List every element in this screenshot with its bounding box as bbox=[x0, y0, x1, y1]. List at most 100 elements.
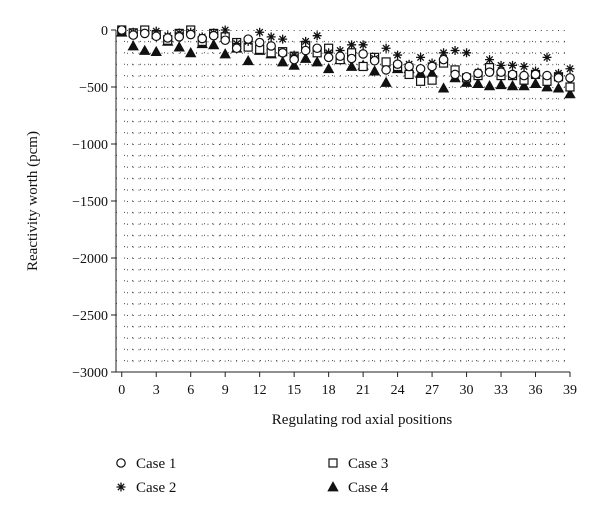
data-point-asterisk bbox=[496, 60, 506, 70]
x-axis-ticks: 0 3 6 9 12 15 18 21 24 27 30 33 36 39 bbox=[118, 372, 577, 398]
data-point-triangle bbox=[564, 88, 576, 99]
data-point-asterisk bbox=[439, 48, 449, 58]
x-tick-label: 36 bbox=[529, 383, 543, 398]
data-point-circle bbox=[565, 73, 575, 83]
data-point-asterisk bbox=[519, 61, 529, 71]
x-tick-label: 27 bbox=[425, 383, 439, 398]
data-point-circle bbox=[404, 61, 414, 72]
legend-marker-triangle bbox=[327, 481, 339, 492]
data-point-asterisk bbox=[266, 32, 276, 42]
x-tick-label: 33 bbox=[494, 383, 508, 398]
data-point-circle bbox=[208, 30, 219, 41]
data-point-circle bbox=[335, 51, 345, 62]
y-tick-label: 0 bbox=[101, 24, 108, 39]
plot-background bbox=[116, 30, 570, 372]
data-point-asterisk bbox=[335, 46, 345, 56]
data-point-triangle bbox=[150, 45, 162, 57]
x-tick-label: 18 bbox=[322, 383, 336, 398]
data-point-circle bbox=[415, 63, 426, 74]
data-point-circle bbox=[358, 49, 368, 59]
data-point-circle bbox=[530, 69, 541, 80]
data-point-circle bbox=[519, 70, 529, 81]
y-axis-ticks: 0 −500 −1000 −1500 −2000 −2500 −3000 bbox=[72, 24, 116, 381]
data-point-triangle bbox=[322, 62, 335, 74]
data-point-asterisk bbox=[508, 60, 518, 70]
y-axis-title: Reactivity worth (pcm) bbox=[25, 131, 41, 271]
data-point-asterisk bbox=[462, 48, 472, 58]
data-point-circle bbox=[300, 45, 311, 56]
data-point-circle bbox=[496, 67, 506, 77]
data-point-circle bbox=[438, 54, 449, 65]
legend-label: Case 4 bbox=[348, 480, 389, 496]
x-tick-label: 3 bbox=[153, 383, 160, 398]
data-point-triangle bbox=[311, 56, 323, 67]
data-point-asterisk bbox=[255, 27, 265, 37]
data-point-asterisk bbox=[381, 43, 391, 53]
data-point-circle bbox=[346, 53, 357, 64]
x-tick-label: 39 bbox=[563, 383, 577, 398]
legend-label: Case 1 bbox=[136, 456, 176, 472]
data-point-circle bbox=[427, 61, 437, 72]
x-tick-label: 21 bbox=[356, 383, 370, 398]
data-point-circle bbox=[473, 68, 483, 79]
data-point-asterisk bbox=[565, 64, 575, 74]
data-point-circle bbox=[542, 70, 552, 81]
data-point-triangle bbox=[483, 80, 496, 91]
data-point-triangle bbox=[495, 78, 507, 90]
data-point-circle bbox=[139, 28, 150, 39]
data-point-triangle bbox=[139, 44, 151, 55]
y-tick-label: −3000 bbox=[72, 366, 108, 381]
data-point-circle bbox=[174, 32, 185, 42]
y-tick-label: −2500 bbox=[72, 309, 108, 324]
data-point-circle bbox=[128, 30, 139, 40]
data-point-triangle bbox=[173, 41, 185, 52]
data-point-square bbox=[358, 61, 368, 72]
data-point-asterisk bbox=[312, 31, 322, 41]
data-point-asterisk bbox=[393, 50, 403, 60]
data-point-circle bbox=[243, 34, 253, 44]
data-point-circle bbox=[507, 69, 518, 80]
x-tick-label: 0 bbox=[118, 383, 125, 398]
data-point-triangle bbox=[552, 82, 565, 93]
data-point-square bbox=[415, 76, 426, 86]
plot-area bbox=[116, 30, 570, 372]
data-point-triangle bbox=[299, 52, 312, 63]
data-point-square bbox=[381, 57, 391, 67]
data-point-asterisk bbox=[278, 34, 288, 44]
grid-dots bbox=[116, 30, 570, 372]
data-point-triangle bbox=[127, 40, 139, 51]
data-point-asterisk bbox=[450, 46, 460, 56]
data-point-triangle bbox=[185, 46, 197, 58]
data-point-square bbox=[565, 82, 575, 92]
data-point-triangle bbox=[368, 65, 381, 76]
data-point-square bbox=[404, 69, 414, 80]
data-point-circle bbox=[162, 33, 173, 43]
data-point-circle bbox=[289, 54, 299, 65]
data-point-circle bbox=[151, 31, 162, 42]
data-point-circle bbox=[484, 67, 495, 77]
data-point-triangle bbox=[288, 59, 300, 70]
data-point-circle bbox=[461, 71, 472, 82]
data-point-circle bbox=[220, 35, 230, 46]
data-point-circle bbox=[381, 65, 391, 75]
data-point-asterisk bbox=[416, 52, 426, 62]
data-point-circle bbox=[553, 73, 564, 83]
data-point-asterisk bbox=[301, 36, 311, 46]
data-point-triangle bbox=[529, 77, 542, 88]
y-tick-label: −2000 bbox=[72, 252, 108, 267]
data-point-asterisk bbox=[358, 40, 368, 50]
legend-marker-square bbox=[328, 458, 338, 468]
data-point-asterisk bbox=[151, 26, 161, 36]
data-point-triangle bbox=[208, 38, 220, 50]
data-point-triangle bbox=[345, 60, 358, 71]
data-point-asterisk bbox=[542, 52, 552, 62]
legend-marker-asterisk bbox=[116, 482, 126, 492]
data-point-circle bbox=[185, 29, 196, 40]
data-point-triangle bbox=[276, 56, 289, 67]
data-point-asterisk bbox=[485, 55, 495, 65]
x-tick-label: 15 bbox=[287, 383, 301, 398]
x-tick-label: 6 bbox=[187, 383, 194, 398]
legend-label: Case 2 bbox=[136, 480, 176, 496]
y-tick-label: −1500 bbox=[72, 195, 108, 210]
